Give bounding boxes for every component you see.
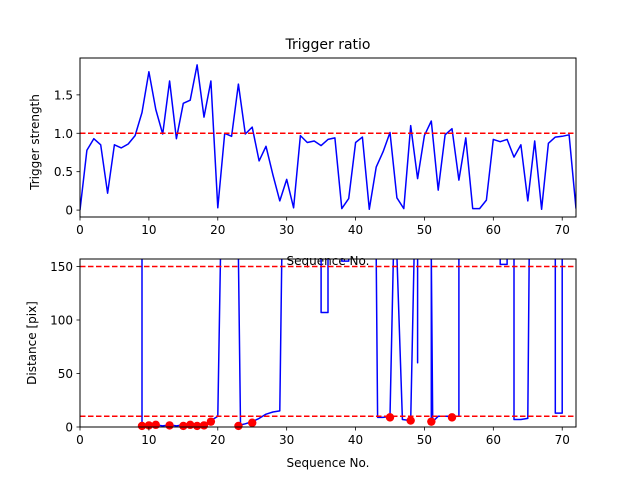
data-point-marker [385, 413, 395, 422]
data-point-marker [427, 417, 436, 426]
x-tick-label: 40 [348, 433, 363, 447]
x-tick-label: 50 [417, 223, 432, 237]
y-tick-label: 0 [65, 204, 73, 218]
y-axis-label: Trigger strength [28, 94, 42, 191]
x-tick-label: 20 [210, 223, 225, 237]
x-tick-label: 50 [417, 433, 432, 447]
x-tick-label: 10 [141, 433, 156, 447]
data-point-marker [406, 416, 415, 425]
data-point-marker [447, 413, 457, 422]
x-axis-label: Sequence No. [287, 456, 370, 470]
axes-frame [79, 258, 577, 428]
x-tick-label: 40 [348, 223, 363, 237]
y-tick-label: 50 [58, 367, 73, 381]
y-axis-label: Distance [pix] [25, 301, 39, 385]
data-point-marker [248, 418, 257, 427]
data-point-marker [179, 421, 188, 431]
x-tick-label: 60 [486, 433, 501, 447]
x-tick-label: 0 [76, 433, 84, 447]
x-tick-label: 30 [279, 223, 294, 237]
y-tick-label: 1.0 [54, 127, 73, 141]
x-tick-label: 60 [486, 223, 501, 237]
trigger-ratio-axes: Trigger ratio 0 10 20 30 40 50 60 70 0 0.5 1.0 1.5… [28, 37, 577, 268]
y-tick-label: 1.5 [54, 88, 73, 102]
data-point-marker [206, 417, 216, 426]
y-tick-label: 0 [65, 421, 73, 435]
x-tick-label: 20 [210, 433, 225, 447]
x-tick-label: 10 [141, 223, 156, 237]
x-tick-label: 70 [555, 433, 570, 447]
data-point-marker [137, 421, 147, 431]
data-point-marker [192, 421, 202, 431]
x-tick-label: 70 [555, 223, 570, 237]
y-tick-label: 150 [50, 260, 73, 274]
axes-frame [79, 57, 577, 218]
y-tick-label: 100 [50, 313, 73, 327]
y-tick-label: 0.5 [54, 165, 73, 179]
chart-title: Trigger ratio [284, 37, 370, 53]
x-tick-label: 0 [76, 223, 84, 237]
data-point-marker [234, 421, 243, 431]
x-tick-label: 30 [279, 433, 294, 447]
distance-axes: 0 10 20 30 40 50 60 70 0 50 100 150 Sequence No. D… [25, 258, 577, 470]
